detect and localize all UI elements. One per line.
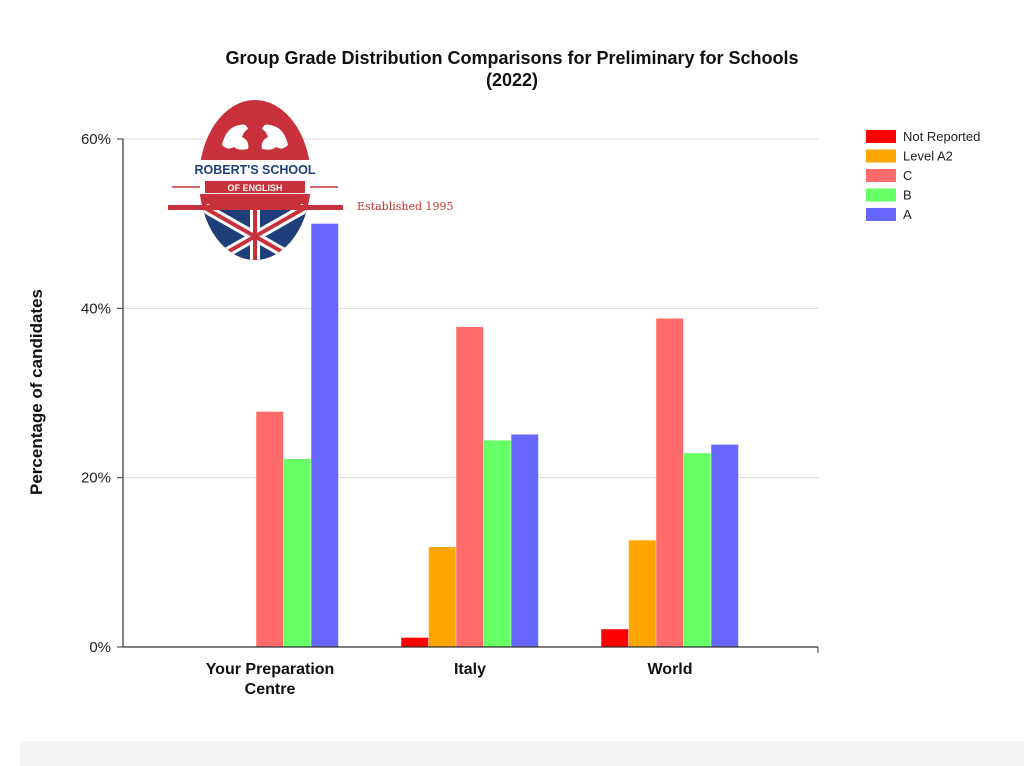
bar	[483, 440, 511, 647]
y-axis-title: Percentage of candidates	[27, 289, 46, 495]
bar	[311, 223, 339, 647]
logo-name: ROBERT'S SCHOOL	[194, 163, 315, 177]
legend-swatch	[866, 188, 896, 202]
bar	[511, 434, 539, 647]
legend-swatch	[866, 130, 896, 143]
axes	[122, 139, 819, 653]
y-tick-labels: 0% 20% 40% 60%	[81, 131, 123, 656]
y-tick-label: 40%	[81, 300, 111, 317]
logo-subname: OF ENGLISH	[227, 183, 282, 193]
legend: Not Reported Level A2 CBA	[866, 129, 980, 222]
bars	[256, 223, 739, 647]
legend-label: C	[903, 168, 912, 183]
bar	[628, 540, 656, 647]
x-category-label: Italy	[454, 661, 486, 678]
footer-band	[20, 741, 1024, 766]
lion-icon	[222, 124, 288, 150]
y-tick-label: 60%	[81, 131, 111, 148]
x-category-label: World	[647, 661, 692, 678]
legend-swatch	[866, 169, 896, 182]
x-category-labels: Your Preparation Centre Italy World	[206, 661, 693, 698]
legend-label: B	[903, 188, 912, 203]
bar	[683, 453, 711, 647]
x-category-label: Your Preparation	[206, 661, 335, 678]
bar	[428, 547, 456, 647]
logo-tagline: Established 1995	[357, 200, 454, 213]
x-category-label: Centre	[245, 681, 296, 698]
bar	[283, 459, 311, 647]
chart-title-line: (2022)	[486, 70, 538, 90]
legend-swatch	[866, 149, 896, 163]
legend-swatch	[866, 208, 896, 221]
bar	[456, 326, 484, 647]
bar	[711, 444, 739, 647]
legend-label: Level A2	[903, 149, 953, 164]
chart-title-line: Group Grade Distribution Comparisons for…	[225, 48, 798, 68]
legend-label: Not Reported	[903, 129, 980, 144]
bar	[401, 637, 429, 647]
bar	[601, 629, 629, 647]
y-tick-label: 0%	[89, 639, 111, 656]
chart-title: Group Grade Distribution Comparisons for…	[225, 48, 798, 90]
bar	[256, 411, 284, 647]
legend-label: A	[903, 207, 912, 222]
y-tick-label: 20%	[81, 470, 111, 487]
bar	[656, 318, 684, 647]
school-logo: ROBERT'S SCHOOL OF ENGLISH Established 1…	[168, 100, 454, 260]
